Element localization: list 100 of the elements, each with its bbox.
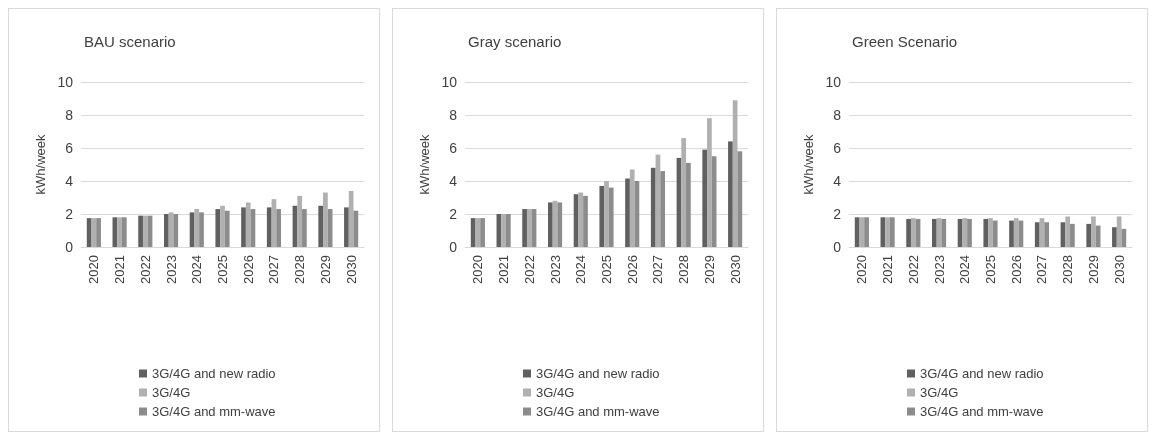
bar	[86, 218, 92, 247]
y-tick-label: 4	[449, 173, 458, 189]
x-tick-label: 2025	[599, 255, 614, 284]
y-tick-label: 2	[449, 206, 458, 222]
chart-title: BAU scenario	[84, 33, 176, 50]
x-tick-label: 2030	[727, 255, 743, 284]
legend-label: 3G/4G	[152, 385, 191, 400]
x-tick-label: 2029	[317, 255, 333, 284]
x-tick-label: 2027	[1034, 255, 1050, 284]
bar	[121, 217, 127, 247]
x-tick-label: 2025	[983, 255, 998, 284]
legend-label: 3G/4G and mm-wave	[920, 404, 1044, 419]
x-tick-label: 2024	[189, 255, 205, 284]
x-tick-label: 2029	[1085, 255, 1101, 284]
bar	[138, 215, 143, 247]
y-tick-label: 6	[449, 140, 458, 156]
bar	[941, 218, 947, 247]
y-tick-label: 8	[449, 107, 458, 123]
x-tick-label: 2022	[905, 255, 921, 284]
x-tick-label: 2021	[496, 255, 512, 284]
bar	[910, 218, 916, 247]
bar	[889, 217, 895, 247]
x-tick-label: 2020	[854, 255, 870, 284]
bar	[1013, 218, 1019, 247]
bar	[522, 209, 527, 247]
bar	[199, 212, 204, 247]
y-axis-title: kWh/week	[800, 134, 816, 195]
bar	[686, 162, 691, 247]
x-tick-label: 2021	[880, 255, 896, 284]
y-tick-label: 6	[833, 140, 842, 156]
bar	[276, 209, 282, 247]
bar	[505, 214, 511, 247]
legend-label: 3G/4G and new radio	[152, 366, 276, 381]
legend-label: 3G/4G	[536, 385, 575, 400]
x-tick-label: 2029	[701, 255, 717, 284]
bar	[1009, 220, 1014, 247]
y-tick-label: 0	[65, 239, 74, 255]
bar	[604, 181, 609, 247]
x-tick-label: 2021	[112, 255, 128, 284]
bar	[988, 218, 993, 247]
bar	[737, 151, 743, 247]
bar	[557, 202, 563, 247]
bar	[1070, 223, 1075, 247]
bar	[681, 138, 687, 247]
x-tick-label: 2027	[266, 255, 282, 284]
chart-title: Green Scenario	[852, 33, 958, 50]
bar	[353, 210, 359, 247]
y-tick-label: 8	[65, 107, 74, 123]
bar	[344, 207, 349, 247]
bar	[583, 195, 588, 247]
legend-label: 3G/4G and new radio	[536, 366, 660, 381]
y-axis-title: kWh/week	[416, 134, 432, 195]
x-tick-label: 2030	[343, 255, 359, 284]
y-tick-label: 2	[833, 206, 842, 222]
bar	[547, 202, 553, 247]
bar	[650, 167, 656, 247]
bar	[962, 218, 968, 247]
x-tick-label: 2020	[470, 255, 486, 284]
bar	[578, 192, 584, 247]
bar	[906, 218, 911, 247]
bar	[967, 218, 972, 247]
bar	[142, 215, 148, 247]
bar	[526, 209, 532, 247]
bar	[629, 169, 635, 247]
bar	[1034, 222, 1040, 247]
y-axis-title: kWh/week	[32, 134, 48, 195]
bar	[885, 217, 890, 247]
bar	[1112, 227, 1117, 247]
y-tick-label: 0	[833, 239, 842, 255]
bar	[1121, 228, 1127, 247]
x-tick-label: 2028	[1060, 255, 1076, 284]
y-tick-label: 4	[833, 173, 842, 189]
x-tick-label: 2026	[1008, 255, 1024, 284]
y-tick-label: 2	[65, 206, 74, 222]
bar	[96, 218, 101, 247]
x-tick-label: 2027	[650, 255, 666, 284]
y-tick-label: 10	[825, 74, 842, 90]
x-tick-label: 2024	[573, 255, 589, 284]
bar	[480, 218, 485, 247]
y-tick-label: 4	[65, 173, 74, 189]
bar	[245, 202, 251, 247]
y-tick-label: 0	[449, 239, 458, 255]
x-tick-label: 2026	[624, 255, 640, 284]
bar	[1044, 222, 1050, 247]
x-tick-label: 2028	[292, 255, 308, 284]
bar	[983, 218, 989, 247]
bar	[707, 118, 712, 247]
bar	[864, 217, 869, 247]
bar	[220, 205, 225, 247]
x-tick-label: 2020	[86, 255, 102, 284]
bar	[297, 195, 303, 247]
bar	[625, 178, 630, 247]
bar	[215, 209, 221, 247]
bar	[599, 185, 605, 247]
bar	[224, 210, 230, 247]
bar	[318, 205, 324, 247]
bar	[163, 214, 169, 247]
x-tick-label: 2023	[547, 255, 563, 284]
x-tick-label: 2023	[931, 255, 947, 284]
legend-label: 3G/4G and new radio	[920, 366, 1044, 381]
